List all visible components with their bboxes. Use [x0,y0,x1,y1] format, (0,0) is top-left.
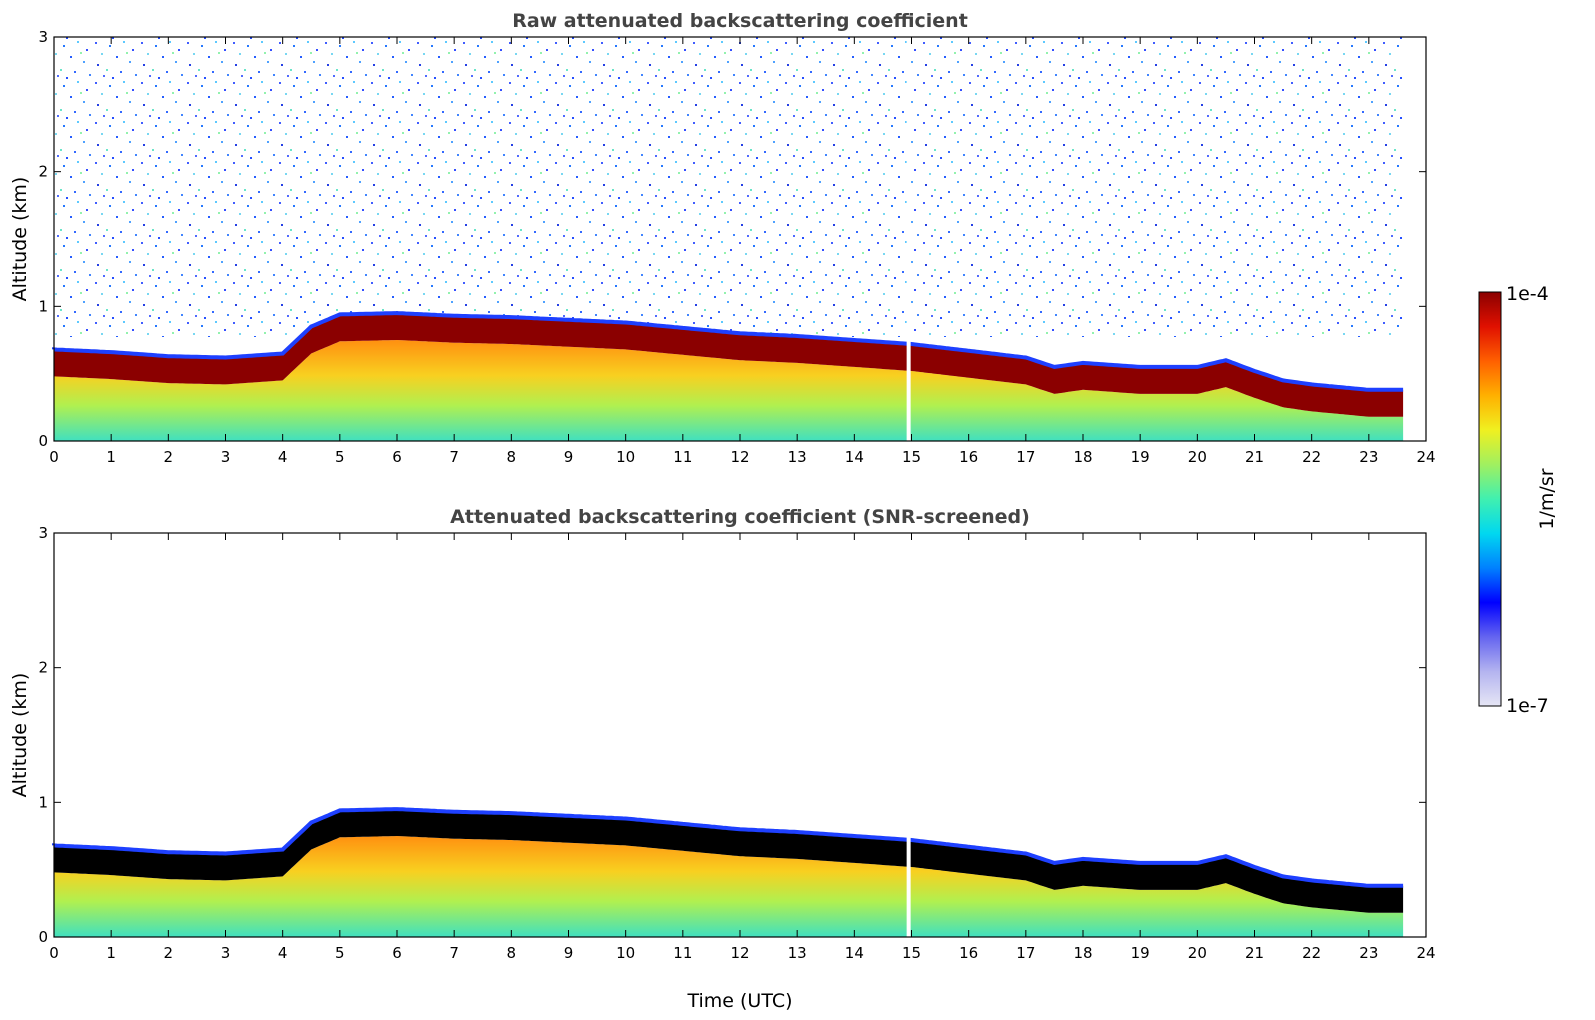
x-tick-label: 18 [1073,944,1092,962]
snr-layer-edge [52,807,1404,888]
snr-layer-top-band [54,809,1404,913]
x-tick-label: 17 [1016,944,1035,962]
y-tick-label: 1 [38,793,48,811]
snr-panel-title: Attenuated backscattering coefficient (S… [450,506,1030,528]
colorbar: 1e-4 1e-7 1/m/sr [1478,283,1558,717]
raw-noise-field [54,37,1403,337]
y-tick-label: 2 [38,659,48,677]
x-tick-label: 1 [106,448,116,466]
raw-y-axis-label: Altitude (km) [9,177,31,302]
x-tick-label: 9 [564,448,574,466]
x-tick-label: 20 [1188,448,1207,466]
x-tick-label: 2 [164,944,174,962]
x-tick-label: 23 [1359,448,1378,466]
snr-layer-fill [54,836,1404,937]
x-tick-label: 3 [221,448,231,466]
x-tick-label: 22 [1302,448,1321,466]
x-tick-label: 12 [730,944,749,962]
x-tick-label: 0 [49,944,59,962]
x-tick-label: 24 [1416,944,1435,962]
x-tick-label: 13 [788,944,807,962]
snr-y-axis-label: Altitude (km) [9,673,31,798]
x-tick-label: 2 [164,448,174,466]
x-tick-label: 9 [564,944,574,962]
raw-x-axis: 0 1 2 3 4 5 6 7 8 9 10 11 12 13 14 15 16 17 18 19 20 21 22 23 24 [49,37,1436,466]
x-tick-label: 21 [1245,944,1264,962]
x-tick-label: 14 [845,944,864,962]
x-tick-label: 1 [106,944,116,962]
y-tick-label: 1 [38,297,48,315]
x-tick-label: 11 [673,448,692,466]
colorbar-max-label: 1e-4 [1506,283,1549,305]
x-tick-label: 7 [449,448,459,466]
x-tick-label: 16 [959,448,978,466]
raw-panel-title: Raw attenuated backscattering coefficien… [512,10,968,32]
x-tick-label: 15 [902,944,921,962]
x-tick-label: 0 [49,448,59,466]
y-tick-label: 2 [38,163,48,181]
x-tick-label: 17 [1016,448,1035,466]
x-tick-label: 24 [1416,448,1435,466]
x-tick-label: 4 [278,448,288,466]
x-tick-label: 20 [1188,944,1207,962]
raw-layer-top-band [54,313,1404,417]
raw-y-axis: 0 1 2 3 [38,28,1426,450]
snr-y-axis: 0 1 2 3 [38,524,1426,946]
x-tick-label: 10 [616,944,635,962]
y-tick-label: 0 [38,928,48,946]
snr-data-gap [906,533,911,937]
x-tick-label: 16 [959,944,978,962]
snr-x-axis: 0 1 2 3 4 5 6 7 8 9 10 11 12 13 14 15 16 17 18 19 20 21 22 23 24 [49,533,1436,962]
x-tick-label: 8 [507,448,517,466]
y-tick-label: 3 [38,28,48,46]
x-tick-label: 13 [788,448,807,466]
x-axis-label: Time (UTC) [686,990,792,1012]
y-tick-label: 3 [38,524,48,542]
x-tick-label: 15 [902,448,921,466]
x-tick-label: 7 [449,944,459,962]
raw-data-gap [906,37,911,441]
x-tick-label: 5 [335,448,345,466]
x-tick-label: 23 [1359,944,1378,962]
x-tick-label: 6 [392,944,402,962]
raw-layer-edge [52,311,1404,392]
x-tick-label: 11 [673,944,692,962]
x-tick-label: 10 [616,448,635,466]
x-tick-label: 18 [1073,448,1092,466]
x-tick-label: 22 [1302,944,1321,962]
x-tick-label: 19 [1131,944,1150,962]
x-tick-label: 3 [221,944,231,962]
colorbar-strip [1478,291,1502,707]
x-tick-label: 12 [730,448,749,466]
snr-screened-panel: Attenuated backscattering coefficient (S… [9,506,1436,1012]
x-tick-label: 21 [1245,448,1264,466]
x-tick-label: 19 [1131,448,1150,466]
x-tick-label: 5 [335,944,345,962]
x-tick-label: 4 [278,944,288,962]
colorbar-min-label: 1e-7 [1506,695,1549,717]
x-tick-label: 8 [507,944,517,962]
x-tick-label: 14 [845,448,864,466]
y-tick-label: 0 [38,432,48,450]
raw-backscatter-panel: Raw attenuated backscattering coefficien… [9,10,1436,466]
x-tick-label: 6 [392,448,402,466]
colorbar-unit-label: 1/m/sr [1536,468,1558,529]
raw-layer-fill [54,340,1404,441]
